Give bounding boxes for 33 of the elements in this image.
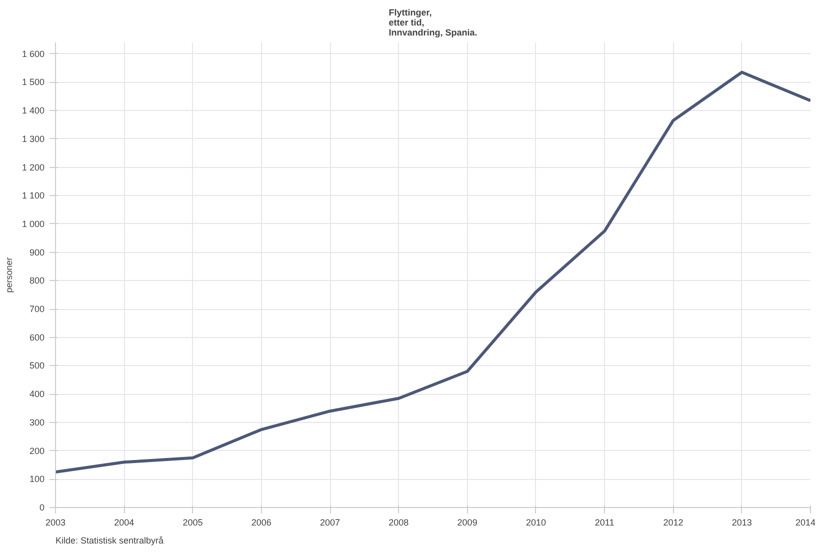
y-tick-label: 1 200 [22, 162, 45, 172]
x-tick-label: 2012 [663, 518, 684, 528]
x-tick-label: 2013 [732, 518, 752, 528]
y-tick-label: 1 000 [22, 218, 45, 229]
x-tick-label: 2007 [320, 518, 340, 528]
y-tick-label: 400 [29, 389, 45, 400]
y-tick-label: 1 100 [22, 190, 45, 201]
x-tick-label: 2010 [526, 518, 546, 528]
text: Kilde: Statistisk sentralbyrå [56, 536, 164, 546]
chart-title: Flyttinger, etter tid, Innvandring, Spania. [388, 8, 478, 38]
x-tick-label: 2006 [251, 518, 272, 528]
x-tick-label: 2009 [457, 518, 478, 528]
y-tick-label: 1 600 [22, 48, 45, 59]
y-tick-label: 700 [29, 304, 45, 314]
y-tick-label: 0 [39, 502, 45, 512]
x-tick-label: 2004 [114, 518, 134, 528]
x-tick-label: 2005 [182, 518, 203, 528]
y-tick-label: 200 [29, 446, 45, 456]
y-tick-label: 100 [29, 474, 45, 484]
x-tick-label: 2011 [594, 518, 614, 528]
x-tick-label: 2003 [45, 518, 66, 528]
y-tick-label: 800 [29, 276, 45, 286]
y-tick-label: 600 [29, 332, 45, 342]
line-series [56, 70, 810, 474]
y-tick-label: 300 [29, 417, 45, 428]
y-axis-title: personer [4, 257, 14, 293]
x-tick-label: 2014 [795, 518, 816, 528]
x-tick-label: 2008 [388, 518, 409, 528]
y-tick-label: 1 400 [22, 106, 45, 116]
y-tick-label: 1 500 [22, 77, 45, 88]
y-tick-label: 1 300 [22, 134, 45, 144]
y-tick-label: 500 [29, 360, 45, 371]
y-tick-label: 900 [29, 247, 45, 258]
